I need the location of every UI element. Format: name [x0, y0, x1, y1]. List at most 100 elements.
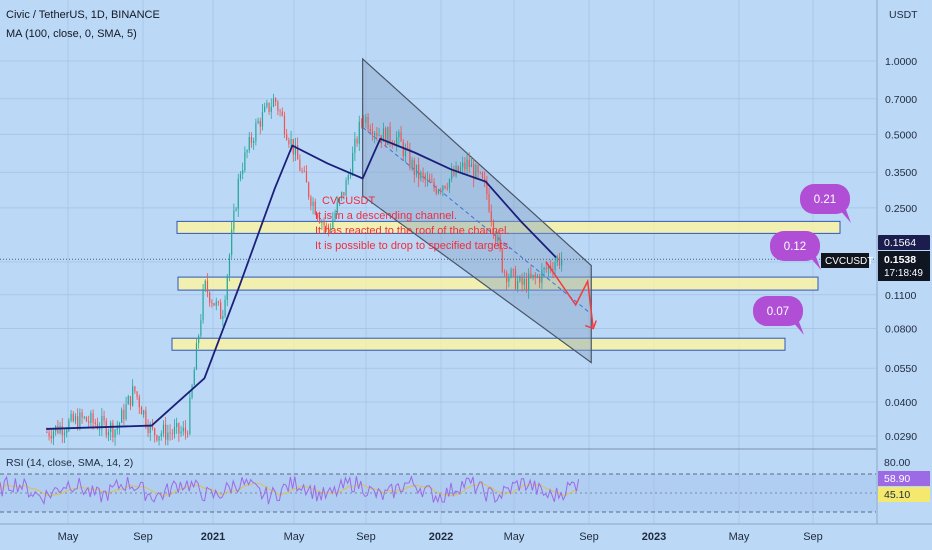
candle-body [521, 276, 523, 285]
candle-body [400, 132, 402, 142]
candle-body [132, 386, 134, 406]
candle-body [314, 201, 316, 215]
candle-body [499, 236, 501, 250]
candle-body [464, 162, 466, 170]
candle-body [459, 167, 462, 173]
candle-body [147, 425, 149, 433]
candle-body [387, 126, 389, 145]
candle-body [66, 430, 68, 433]
descending-channel[interactable] [362, 57, 592, 364]
candle-body [242, 170, 244, 175]
candle-body [512, 269, 514, 271]
target-zone [171, 337, 786, 351]
candle-body [523, 278, 525, 285]
candle-body [52, 431, 55, 439]
candle-body [374, 133, 376, 136]
candle-body [129, 396, 132, 406]
rsi-pane[interactable]: RSI (14, close, SMA, 14, 2) [0, 448, 876, 513]
candle-body [180, 431, 182, 434]
candle-body [114, 429, 116, 438]
candle-body [448, 178, 451, 189]
target-zones[interactable] [171, 220, 841, 351]
candle-body [237, 178, 239, 209]
candle-body [327, 225, 330, 230]
channel-body [362, 57, 592, 364]
time-tick-label: 2023 [642, 531, 666, 543]
candle-body [94, 422, 96, 424]
candle-body [389, 126, 391, 143]
candle-body [281, 111, 283, 116]
candle-body [470, 164, 473, 168]
candle-body [74, 416, 77, 422]
symbol-badge [821, 253, 869, 268]
candle-body [303, 170, 305, 172]
projection-arrow[interactable] [545, 261, 597, 330]
candle-body [143, 410, 145, 415]
candle-body [145, 410, 147, 426]
candle-body [550, 265, 552, 269]
time-tick-label: May [284, 531, 305, 543]
price-tick-label: 0.0290 [885, 431, 917, 443]
candle-body [338, 197, 341, 203]
candle-body [343, 191, 345, 196]
candle-body [547, 265, 550, 270]
candle-body [112, 422, 114, 438]
candle-body [365, 116, 367, 123]
candle-body [88, 421, 90, 423]
candle-body [239, 174, 242, 179]
time-axis[interactable]: May Sep 2021 May Sep 2022 May Sep 2023 May Sep [0, 523, 932, 543]
candle-body [270, 106, 272, 112]
candle-body [255, 123, 257, 142]
target-bubble [770, 231, 820, 261]
target-bubbles[interactable]: 0.21 0.12 0.07 [753, 184, 851, 335]
candle-body [151, 424, 154, 429]
candle-body [519, 276, 521, 282]
candle-body [477, 165, 479, 173]
time-tick-labels: May Sep 2021 May Sep 2022 May Sep 2023 May Sep [58, 531, 823, 543]
candle-body [105, 420, 107, 436]
candle-body [501, 249, 503, 272]
candle-body [530, 273, 532, 278]
candle-body [59, 426, 61, 434]
candle-body [462, 162, 464, 168]
candle-body [532, 274, 534, 278]
candle-body [479, 172, 481, 173]
rsi-sma-badge [878, 487, 930, 502]
rsi-sma-text: 45.10 [884, 489, 910, 501]
candle-body [283, 115, 286, 135]
candle-body [261, 111, 264, 127]
price-tick-label: 0.0400 [885, 397, 917, 409]
candle-body [517, 281, 519, 289]
candle-body [316, 214, 319, 218]
target-bubble-tail [809, 254, 821, 270]
candle-body [215, 301, 217, 306]
candle-body [486, 180, 488, 195]
candle-body [50, 436, 52, 439]
target-bubble-label: 0.07 [767, 306, 789, 318]
candle-body [433, 181, 435, 189]
last-price-text: 0.1538 [884, 254, 916, 266]
candle-body [48, 432, 50, 437]
ma-value-text: 0.1564 [884, 237, 916, 249]
candle-body [457, 165, 459, 173]
candle-body [310, 197, 312, 207]
candle-body [290, 138, 292, 145]
candle-body [233, 210, 235, 230]
candle-body [136, 391, 138, 397]
chart-legend[interactable]: Civic / TetherUS, 1D, BINANCE MA (100, c… [6, 9, 160, 40]
candle-body [167, 432, 169, 440]
ma-line [46, 137, 557, 430]
candle-body [415, 164, 418, 175]
candle-body [385, 128, 387, 145]
candle-body [418, 164, 420, 179]
time-tick-label: 2021 [201, 531, 225, 543]
candle-body [541, 269, 543, 283]
rsi-legend: RSI (14, close, SMA, 14, 2) [6, 457, 133, 469]
annotation-text[interactable]: CVCUSDT It is in a descending channel. I… [315, 195, 511, 252]
candle-body [473, 164, 475, 180]
candle-body [187, 433, 189, 435]
candle-body [468, 159, 470, 168]
time-tick-label: Sep [133, 531, 153, 543]
